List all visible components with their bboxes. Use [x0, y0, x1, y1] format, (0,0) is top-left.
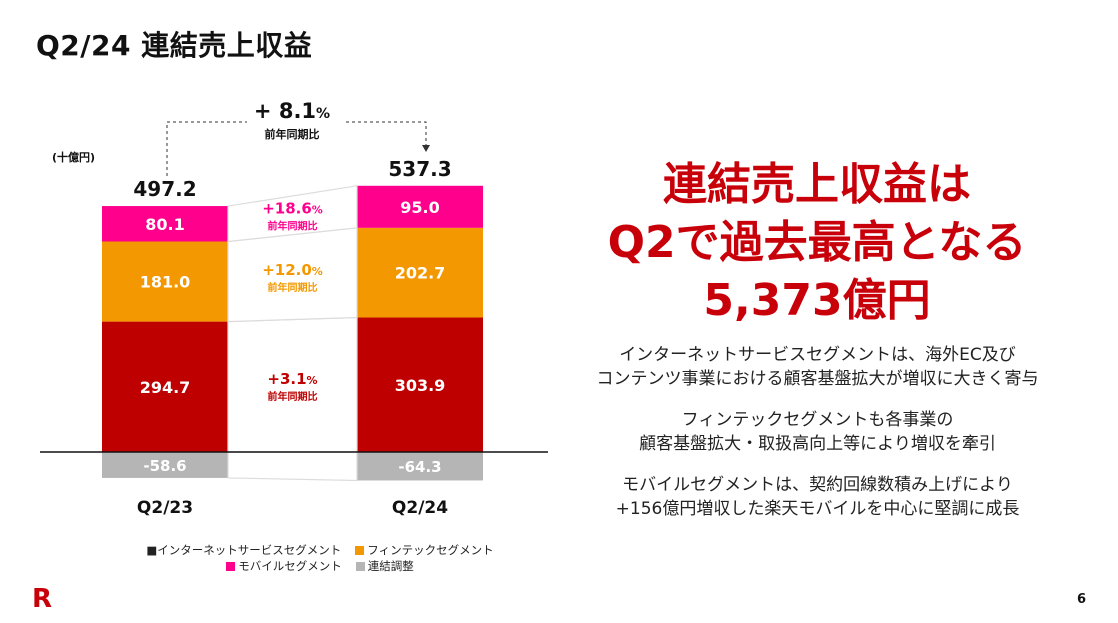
growth-value-label: +3.1%	[267, 370, 317, 388]
bar-segment	[102, 452, 228, 478]
chart-legend: ■インターネットサービスセグメント フィンテックセグメント モバイルセグメント …	[120, 542, 520, 574]
headline-line-2: Q2で過去最高となる	[607, 217, 1027, 268]
bar-segment	[357, 185, 483, 228]
category-label: Q2/24	[392, 498, 448, 518]
note-line: モバイルセグメントは、契約回線数積み上げにより	[622, 475, 1013, 495]
total-growth-value: + 8.1%	[254, 99, 330, 123]
note-mobile: モバイルセグメントは、契約回線数積み上げにより +156億円増収した楽天モバイル…	[560, 473, 1075, 521]
page-number: 6	[1076, 592, 1086, 607]
headline: 連結売上収益は Q2で過去最高となる 5,373億円	[562, 156, 1072, 330]
growth-pct-sign: %	[312, 203, 323, 216]
total-growth-sub: 前年同期比	[265, 127, 320, 141]
bar-value-label: -58.6	[143, 457, 186, 475]
legend-item-internet: ■インターネットサービスセグメント	[146, 542, 341, 558]
legend-label-adjustment: 連結調整	[367, 559, 414, 573]
growth-value-label: +12.0%	[262, 261, 323, 279]
total-label: 497.2	[133, 177, 196, 201]
growth-sub-label: 前年同期比	[268, 390, 318, 403]
legend-label-fintech: フィンテックセグメント	[367, 543, 494, 557]
total-growth-pct-sign: %	[316, 106, 330, 122]
bar-segment	[102, 321, 228, 452]
growth-sub-label: 前年同期比	[268, 219, 318, 232]
legend-item-fintech: フィンテックセグメント	[355, 542, 494, 558]
note-line: インターネットサービスセグメントは、海外EC及び	[619, 345, 1016, 365]
bar-value-label: 80.1	[145, 215, 184, 234]
note-line: コンテンツ事業における顧客基盤拡大が増収に大きく寄与	[596, 369, 1039, 389]
category-label: Q2/23	[137, 498, 193, 518]
total-growth-bracket-right	[346, 121, 427, 145]
growth-value-label: +18.6%	[262, 199, 323, 217]
bar-value-label: 294.7	[140, 378, 191, 397]
total-label: 537.3	[388, 157, 451, 181]
connector-band	[227, 185, 358, 243]
bar-segment	[357, 452, 483, 481]
unit-label: (十億円)	[52, 150, 95, 164]
growth-pct-sign: %	[307, 374, 318, 387]
connector-band	[227, 451, 358, 482]
page-title: Q2/24 連結売上収益	[36, 29, 313, 62]
legend-swatch-mobile	[226, 561, 236, 571]
note-line: 顧客基盤拡大・取扱高向上等により増収を牽引	[639, 434, 996, 454]
notes: インターネットサービスセグメントは、海外EC及び コンテンツ事業における顧客基盤…	[560, 343, 1075, 538]
legend-label-mobile: モバイルセグメント	[238, 559, 342, 573]
bar-value-label: -64.3	[398, 458, 441, 476]
total-growth-bracket-left	[166, 121, 247, 176]
note-line: +156億円増収した楽天モバイルを中心に堅調に成長	[615, 499, 1020, 519]
note-internet: インターネットサービスセグメントは、海外EC及び コンテンツ事業における顧客基盤…	[560, 343, 1075, 391]
stacked-bar-chart: 294.7 181.0 80.1 -58.6 497.2 Q2/23 303.9 202.7 9…	[40, 99, 548, 518]
legend-item-mobile: モバイルセグメント	[226, 558, 342, 574]
growth-pct-sign: %	[312, 265, 323, 278]
bar-segment	[357, 227, 483, 318]
legend-label-internet: ■インターネットサービスセグメント	[146, 543, 342, 557]
bar-segment	[102, 206, 228, 242]
bar-segment	[357, 317, 483, 452]
bar-value-label: 181.0	[140, 273, 191, 292]
bar-segment	[102, 241, 228, 322]
note-line: フィンテックセグメントも各事業の	[681, 410, 954, 430]
legend-item-adjustment: 連結調整	[355, 558, 414, 574]
legend-swatch-adjustment	[355, 561, 365, 571]
headline-line-1: 連結売上収益は	[663, 159, 971, 210]
headline-line-3: 5,373億円	[703, 275, 931, 326]
legend-swatch-fintech	[355, 545, 365, 555]
bar-value-label: 95.0	[400, 198, 439, 217]
note-fintech: フィンテックセグメントも各事業の 顧客基盤拡大・取扱高向上等により増収を牽引	[560, 408, 1075, 456]
rakuten-logo: R	[32, 584, 53, 614]
total-growth-arrowhead	[422, 145, 430, 152]
growth-sub-label: 前年同期比	[268, 281, 318, 294]
bar-value-label: 303.9	[395, 376, 446, 395]
bar-value-label: 202.7	[395, 264, 446, 283]
